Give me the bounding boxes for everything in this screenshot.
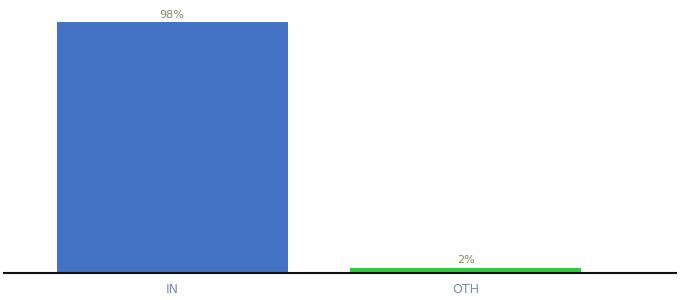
Bar — [350, 268, 581, 273]
Text: 98%: 98% — [160, 10, 184, 20]
Text: 2%: 2% — [457, 255, 475, 266]
Bar — [56, 22, 288, 273]
